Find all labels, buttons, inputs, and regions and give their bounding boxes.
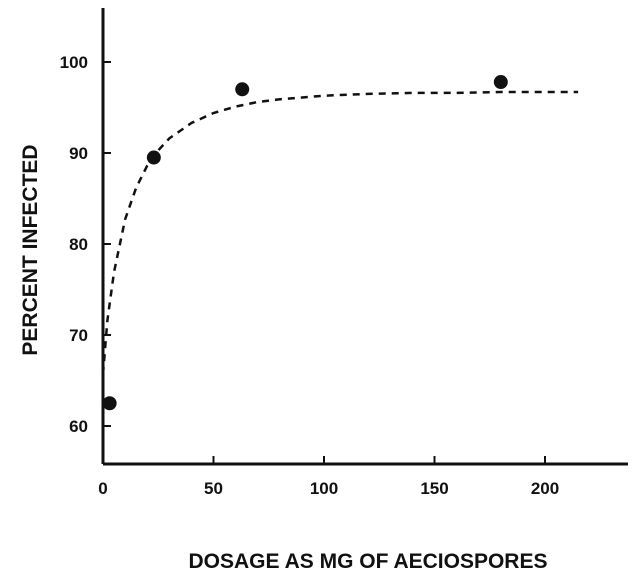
- y-tick-label: 90: [69, 144, 88, 163]
- x-tick-label: 200: [531, 479, 559, 498]
- x-ticks: [102, 456, 546, 464]
- data-point: [235, 82, 250, 97]
- data-point: [146, 150, 161, 165]
- x-tick-label: 50: [204, 479, 223, 498]
- data-points: [102, 75, 508, 411]
- fitted-curve: [101, 90, 579, 375]
- y-tick-label: 100: [60, 53, 88, 72]
- y-tick-label: 80: [69, 235, 88, 254]
- x-tick-label: 100: [310, 479, 338, 498]
- x-tick-label: 150: [420, 479, 448, 498]
- data-point: [102, 396, 117, 411]
- data-point: [493, 75, 508, 90]
- y-tick-labels: 60 70 80 90 100: [60, 53, 88, 436]
- y-tick-label: 70: [69, 326, 88, 345]
- x-tick-labels: 0 50 100 150 200: [98, 479, 559, 498]
- x-axis-title: DOSAGE AS MG OF AECIOSPORES: [189, 550, 548, 573]
- x-tick-label: 0: [98, 479, 107, 498]
- y-axis-title: PERCENT INFECTED: [19, 144, 42, 355]
- y-ticks: [103, 61, 111, 427]
- y-tick-label: 60: [69, 417, 88, 436]
